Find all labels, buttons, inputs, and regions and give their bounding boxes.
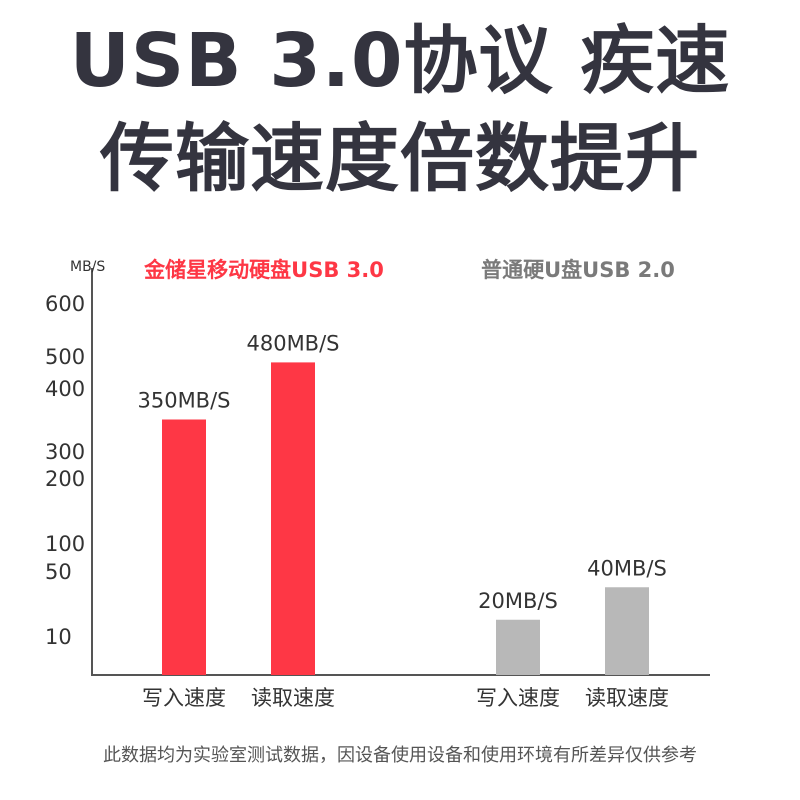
bar [605,587,649,675]
data-label: 350MB/S [137,389,230,413]
y-tick-label: 200 [45,467,85,491]
legend-entry: 金储星移动硬盘USB 3.0 [143,258,384,282]
y-tick-label: 400 [45,377,85,401]
x-tick-label: 读取速度 [251,686,335,710]
y-tick-label: 50 [45,560,72,584]
y-tick-label: 300 [45,440,85,464]
title-line-2: 传输速度倍数提升 [100,116,700,202]
bar [271,362,315,675]
y-tick-label: 100 [45,532,85,556]
data-label: 20MB/S [478,589,558,613]
title-line-1: USB 3.0协议 疾速 [69,18,731,104]
data-label: 40MB/S [587,556,667,580]
x-tick-label: 写入速度 [142,686,226,710]
y-tick-label: 500 [45,345,85,369]
legend-entry: 普通硬U盘USB 2.0 [481,258,675,282]
x-tick-label: 写入速度 [476,686,560,710]
bar [496,619,540,675]
x-tick-label: 读取速度 [585,686,669,710]
bar [162,419,206,675]
data-label: 480MB/S [246,331,339,355]
y-tick-label: 10 [45,625,72,649]
footnote: 此数据均为实验室测试数据，因设备使用设备和使用环境有所差异仅供参考 [103,745,697,766]
unit-label: MB/S [70,259,105,275]
y-tick-label: 600 [45,292,85,316]
